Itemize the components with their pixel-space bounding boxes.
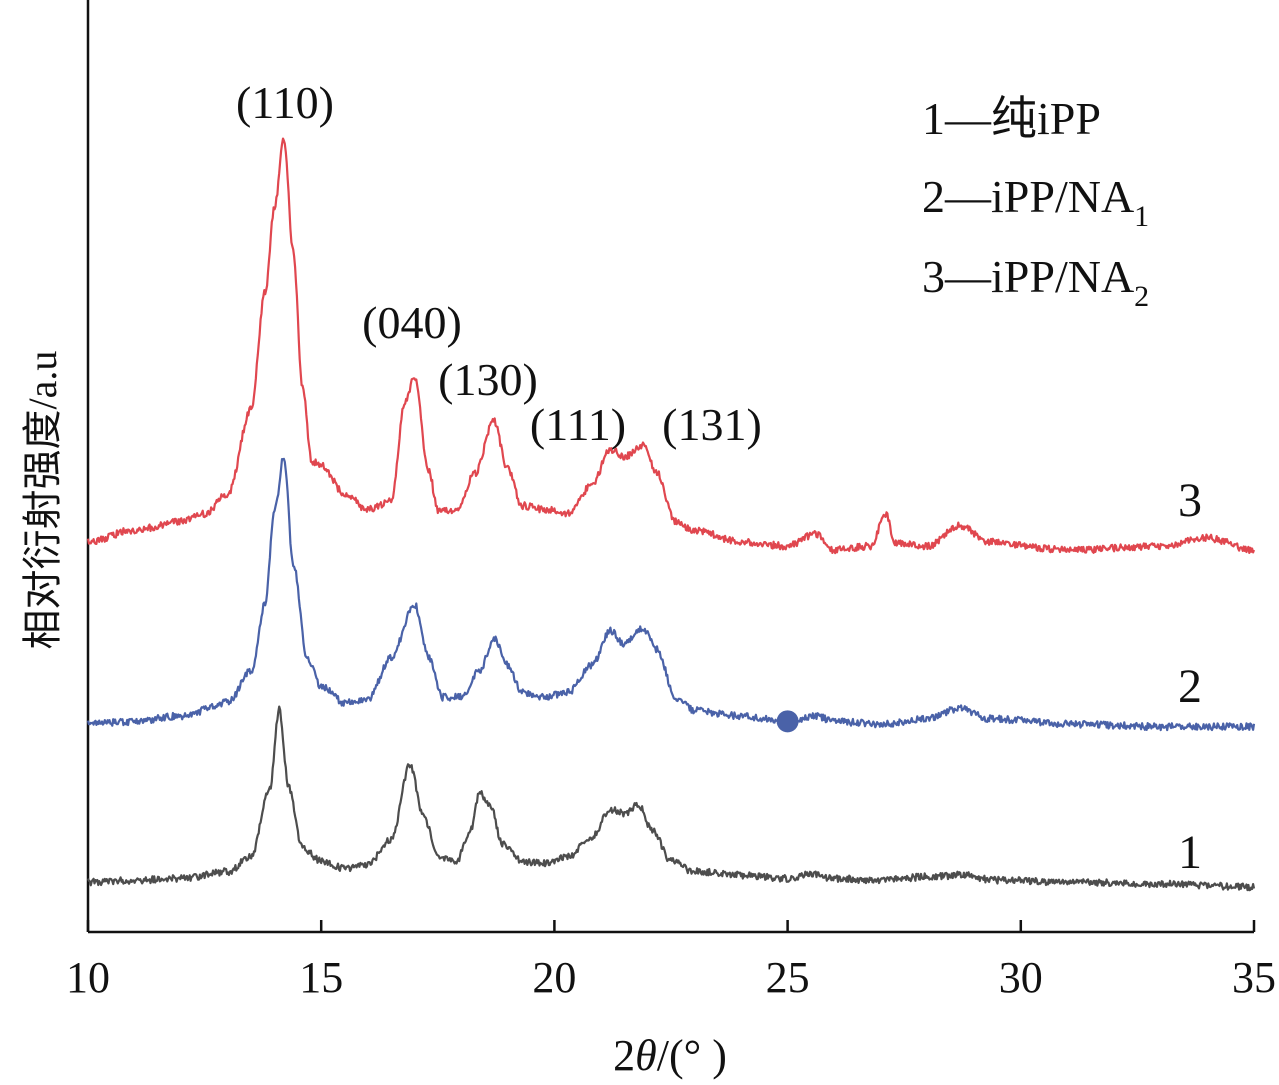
x-axis-label-theta: θ: [635, 1031, 657, 1080]
legend-number: 1: [922, 93, 945, 144]
series-id-labels: 1 2 3: [1178, 474, 1202, 879]
x-tick-label: 30: [999, 953, 1043, 1002]
legend-entry: 3—iPP/NA2: [922, 251, 1149, 313]
x-tick-label: 20: [532, 953, 576, 1002]
legend-number: 3: [922, 251, 945, 302]
series-id-label: 1: [1178, 826, 1202, 879]
x-axis-label-prefix: 2: [613, 1031, 635, 1080]
peak-label: (111): [530, 399, 626, 450]
peak-label: (130): [438, 354, 538, 405]
axes: [86, 0, 1254, 934]
x-tick-label: 35: [1232, 953, 1276, 1002]
series-layer: [86, 137, 1256, 892]
legend-dash: —: [944, 93, 992, 144]
legend-entry: 1—纯iPP: [922, 93, 1101, 144]
peak-labels: (110) (040) (130)(111) (131): [236, 77, 762, 450]
series-line-3: [86, 137, 1256, 555]
legend-entry: 2—iPP/NA1: [922, 171, 1149, 233]
legend-text: 纯iPP: [991, 93, 1101, 144]
legend-dash: —: [944, 171, 992, 222]
x-tick-label: 10: [66, 953, 110, 1002]
series-id-label: 3: [1178, 474, 1202, 527]
y-axis-label: 相对衍射强度/a.u: [20, 351, 65, 650]
series-line-1: [86, 705, 1256, 892]
x-tick-label: 15: [299, 953, 343, 1002]
series-id-label: 2: [1178, 660, 1202, 713]
legend-text: iPP/NA: [991, 171, 1134, 222]
legend-dash: —: [944, 251, 992, 302]
data-point-marker: [776, 710, 799, 733]
series-line-2: [86, 457, 1256, 732]
legend-subscript: 2: [1134, 280, 1149, 313]
peak-label: (110): [236, 77, 334, 128]
markers-layer: [776, 710, 799, 733]
legend-text: iPP/NA: [991, 251, 1134, 302]
legend-number: 2: [922, 171, 945, 222]
peak-label: (040): [362, 297, 462, 348]
x-axis-label-suffix: /(° ): [657, 1031, 727, 1080]
legend-subscript: 1: [1134, 200, 1149, 233]
x-ticks: 10 15 20 25 30 35: [66, 920, 1276, 1002]
x-tick-label: 25: [766, 953, 810, 1002]
peak-label: (131): [662, 399, 762, 450]
x-axis-label: 2θ/(° ): [613, 1031, 727, 1080]
